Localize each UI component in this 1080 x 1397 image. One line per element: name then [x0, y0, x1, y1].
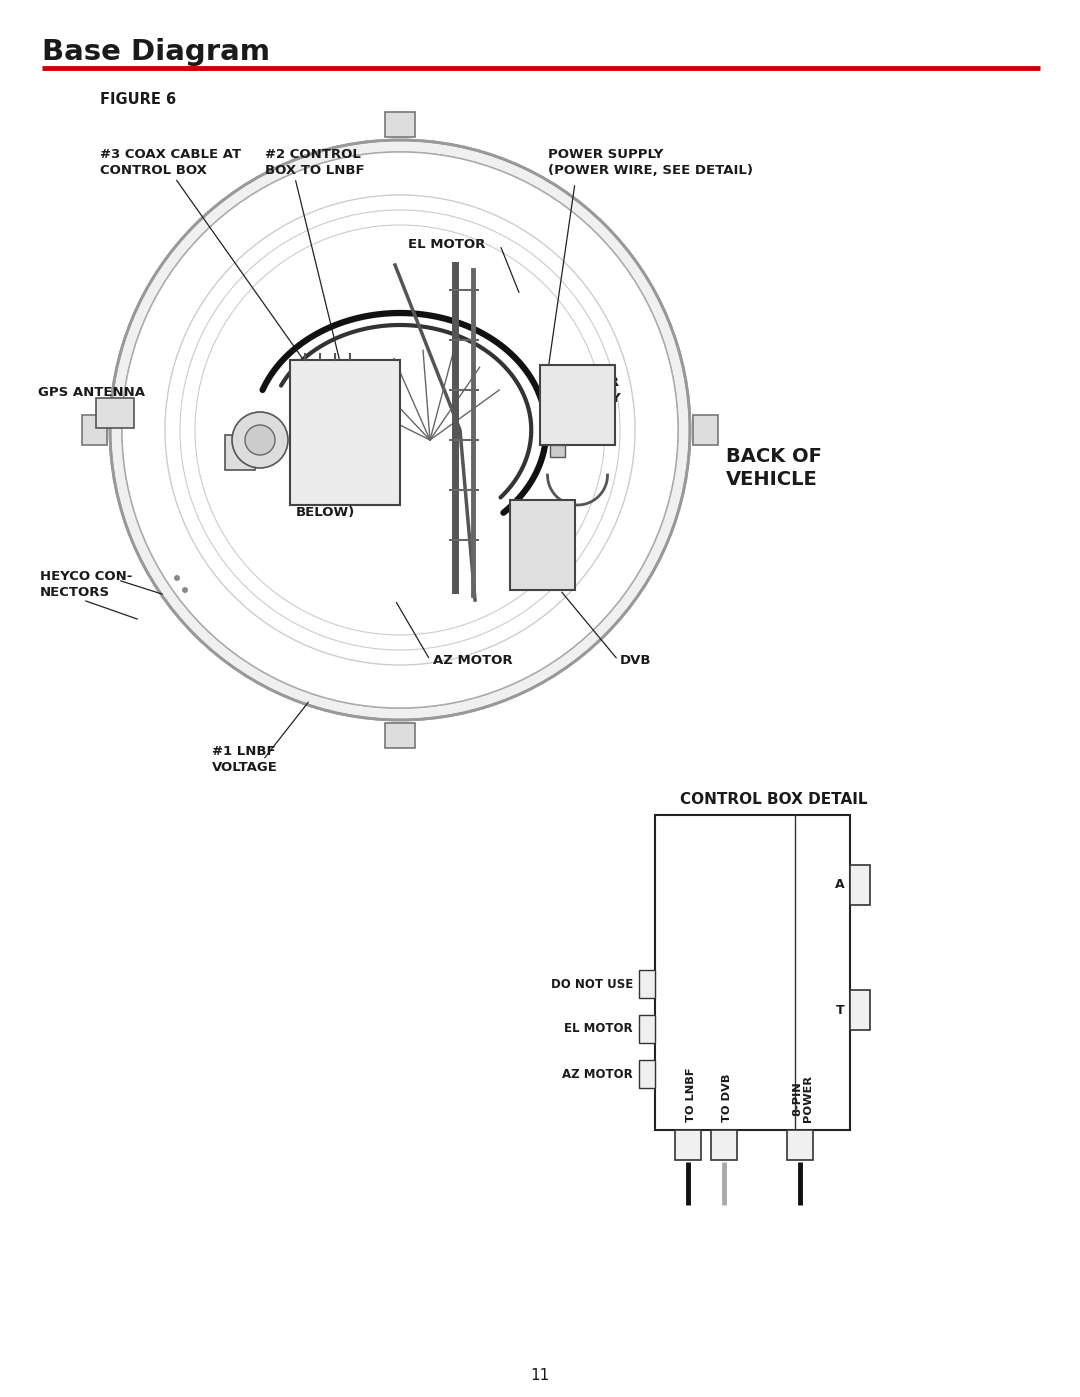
Text: AZ MOTOR: AZ MOTOR: [563, 1067, 633, 1080]
Bar: [654, 814, 850, 1130]
Bar: [711, 1130, 737, 1160]
Bar: [291, 360, 400, 504]
Text: #3 COAX CABLE AT
CONTROL BOX: #3 COAX CABLE AT CONTROL BOX: [100, 148, 241, 177]
Text: FIGURE 6: FIGURE 6: [100, 92, 176, 108]
Text: HEYCO CON-
NECTORS: HEYCO CON- NECTORS: [40, 570, 133, 599]
Circle shape: [122, 152, 678, 708]
Bar: [384, 112, 415, 137]
Bar: [225, 434, 255, 469]
Text: CONTROL
BOX
(DETAIL
BELOW): CONTROL BOX (DETAIL BELOW): [296, 455, 367, 520]
Circle shape: [183, 587, 188, 592]
Text: DVB: DVB: [527, 499, 558, 511]
Bar: [384, 724, 415, 747]
Text: 11: 11: [530, 1368, 550, 1383]
Bar: [96, 398, 134, 427]
Text: T: T: [836, 1003, 845, 1017]
Circle shape: [110, 140, 690, 719]
Text: DO NOT USE: DO NOT USE: [551, 978, 633, 990]
Text: POWER
SUPPLY: POWER SUPPLY: [565, 376, 621, 405]
Bar: [510, 500, 575, 590]
Text: POWER SUPPLY
(POWER WIRE, SEE DETAIL): POWER SUPPLY (POWER WIRE, SEE DETAIL): [548, 148, 753, 177]
Text: EL MOTOR: EL MOTOR: [408, 239, 485, 251]
Circle shape: [174, 576, 180, 581]
Circle shape: [245, 425, 275, 455]
Text: #2 CONTROL
BOX TO LNBF: #2 CONTROL BOX TO LNBF: [265, 148, 365, 177]
Bar: [675, 1130, 701, 1160]
Bar: [850, 865, 870, 905]
Text: CONTROL BOX DETAIL: CONTROL BOX DETAIL: [680, 792, 867, 807]
Bar: [639, 1016, 654, 1044]
Bar: [850, 990, 870, 1030]
Bar: [82, 415, 107, 446]
Text: A: A: [835, 879, 845, 891]
Bar: [639, 970, 654, 997]
Text: TO DVB: TO DVB: [723, 1073, 732, 1122]
Circle shape: [232, 412, 288, 468]
Text: AZ MOTOR: AZ MOTOR: [433, 654, 513, 666]
Bar: [639, 1060, 654, 1088]
Text: EL MOTOR: EL MOTOR: [565, 1023, 633, 1035]
Text: GPS ANTENNA: GPS ANTENNA: [38, 386, 145, 398]
Text: DVB: DVB: [620, 654, 651, 666]
Bar: [550, 446, 565, 457]
Bar: [693, 415, 718, 446]
Text: BACK OF
VEHICLE: BACK OF VEHICLE: [726, 447, 822, 489]
Bar: [540, 365, 615, 446]
Bar: [787, 1130, 813, 1160]
Text: 8-PIN
POWER: 8-PIN POWER: [793, 1076, 813, 1122]
Text: Base Diagram: Base Diagram: [42, 38, 270, 66]
Text: #1 LNBF
VOLTAGE: #1 LNBF VOLTAGE: [212, 745, 278, 774]
Text: TO LNBF: TO LNBF: [686, 1067, 696, 1122]
